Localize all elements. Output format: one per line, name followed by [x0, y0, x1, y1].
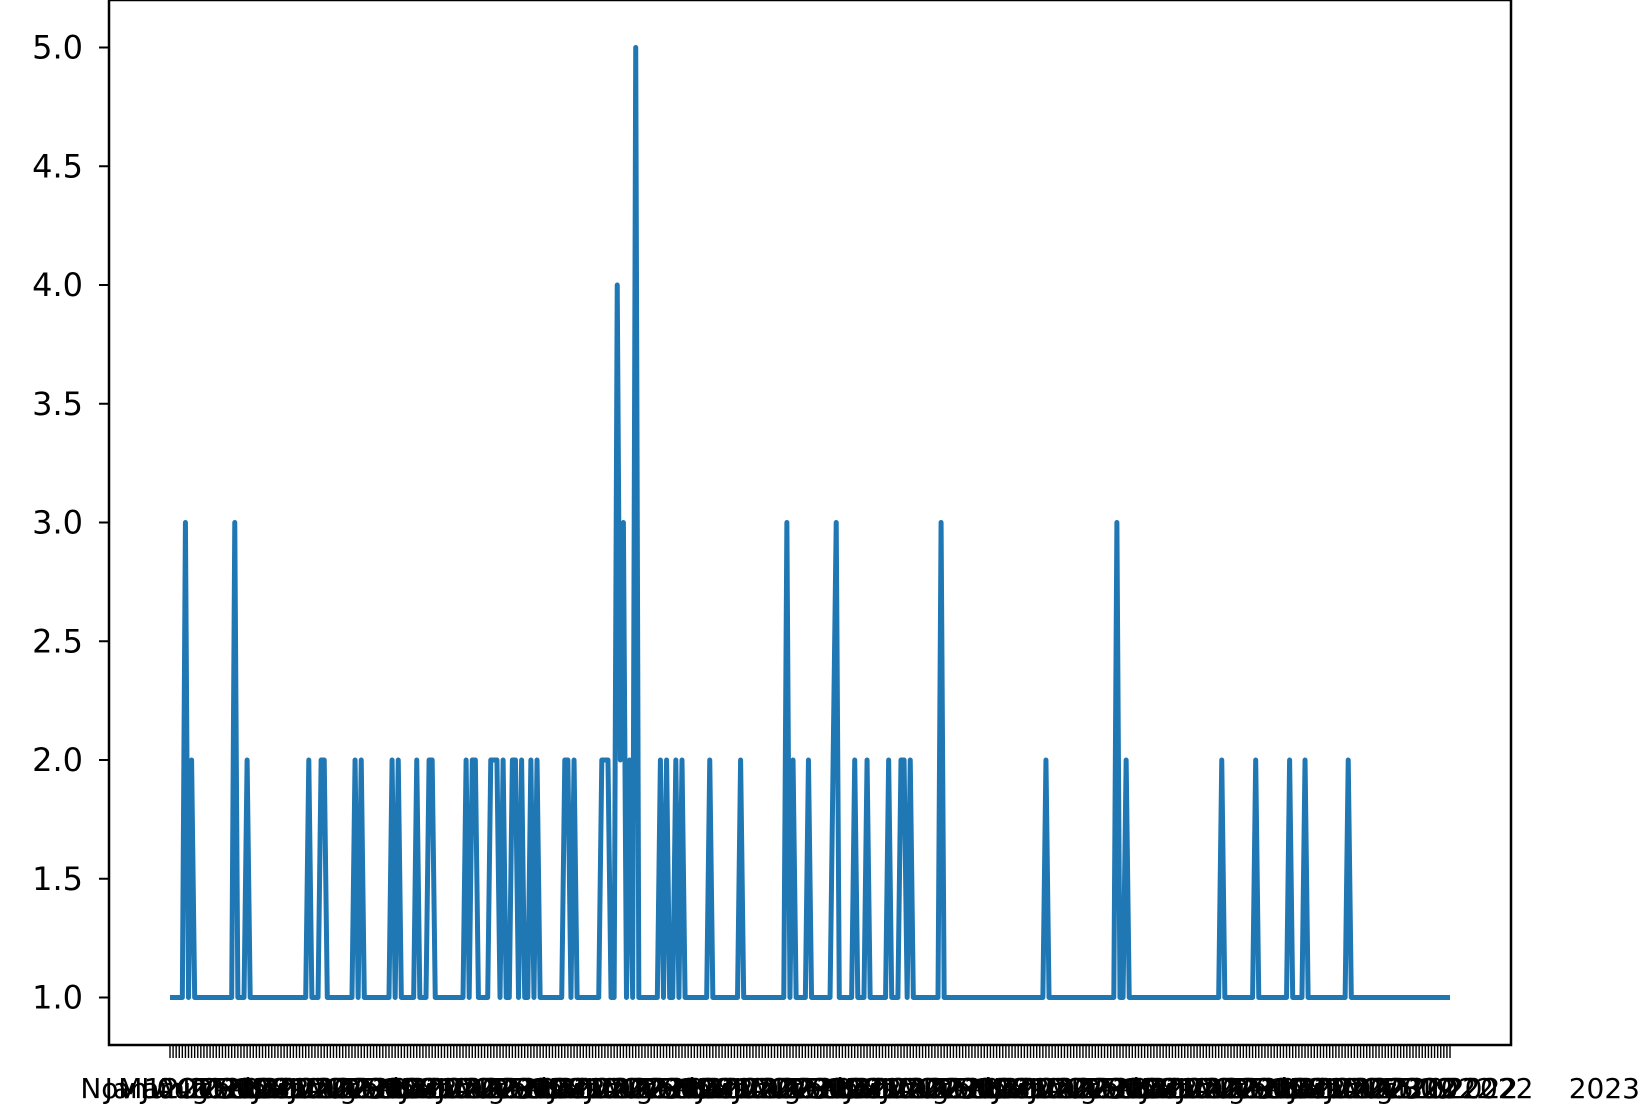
x-tick-label: Jun 15 2022: [435, 1072, 605, 1105]
x-tick-label: Mar 27 2022: [858, 1072, 1036, 1105]
x-tick-label: Feb 21 2023: [953, 1072, 1127, 1105]
x-tick-label: Dec 08 2022: [340, 1072, 519, 1105]
x-tick-label: Oct 19 2022: [916, 1072, 1089, 1105]
x-tick-label: Feb 21 2023: [657, 1072, 831, 1105]
x-tick-label: Feb 21 2023: [212, 1072, 386, 1105]
y-tick-label: 4.0: [32, 266, 83, 304]
x-tick-label: Nov 12 2021: [228, 1072, 407, 1105]
x-tick-label: Nov 12 2021: [80, 1072, 259, 1105]
x-tick-label: Oct 19 2022: [1212, 1072, 1385, 1105]
x-tick-label: Dec 08 2022: [1080, 1072, 1259, 1105]
x-tick-label: Jan 04 2022: [103, 1072, 273, 1105]
x-tick-label: Dec 08 2022: [1228, 1072, 1407, 1105]
x-tick-label: Aug 30 2022: [450, 1072, 629, 1105]
y-tick-label: 5.0: [32, 29, 83, 67]
x-tick-label: Mar 27 2022: [1007, 1072, 1185, 1105]
x-tick-label: Jan 04 2022: [1287, 1072, 1457, 1105]
x-tick-label: Nov 12 2021: [524, 1072, 703, 1105]
x-tick-label: Feb 21 2023: [805, 1072, 979, 1105]
x-tick-label: Aug 30 2022: [895, 1072, 1074, 1105]
y-tick-label: 4.5: [32, 147, 83, 185]
x-tick-label: Aug 30 2022: [154, 1072, 333, 1105]
x-tick-label: Mar 27 2022: [414, 1072, 592, 1105]
x-tick-label: Oct 19 2022: [324, 1072, 497, 1105]
x-tick-label: Oct 19 2022: [176, 1072, 349, 1105]
x-tick-label: Nov 12 2021: [1117, 1072, 1296, 1105]
x-tick-label: Jan 04 2022: [991, 1072, 1161, 1105]
x-tick-label: Aug 30 2022: [1339, 1072, 1518, 1105]
x-tick-label: Jan 04 2022: [547, 1072, 717, 1105]
x-axis-ticks: [169, 1045, 1451, 1058]
x-tick-label-fragment: 2023: [1569, 1072, 1640, 1105]
x-tick-label: Jan 04 2022: [251, 1072, 421, 1105]
x-tick-label: Jun 15 2022: [139, 1072, 309, 1105]
x-tick-label: Oct 19 2022: [620, 1072, 793, 1105]
x-tick-label: Mar 27 2022: [1155, 1072, 1333, 1105]
x-tick-label: Nov 12 2021: [821, 1072, 1000, 1105]
x-tick-label: Feb 21 2023: [1101, 1072, 1275, 1105]
y-tick-label: 1.0: [32, 979, 83, 1017]
x-tick-label: Dec 08 2022: [488, 1072, 667, 1105]
x-tick-label: Nov 12 2021: [969, 1072, 1148, 1105]
y-tick-label: 2.5: [32, 622, 83, 660]
x-tick-label: Aug 30 2022: [1191, 1072, 1370, 1105]
y-tick-label: 1.5: [32, 860, 83, 898]
x-tick-label: Feb 21 2023: [360, 1072, 534, 1105]
x-tick-label: Nov 12 2021: [673, 1072, 852, 1105]
x-tick-label: Jun 15 2022: [1176, 1072, 1346, 1105]
x-tick-label: Nov 12 2021: [1265, 1072, 1444, 1105]
y-tick-label: 2.0: [32, 741, 83, 779]
plot-area-frame: [107, 0, 1513, 1047]
x-tick-label: Dec 08 2022: [784, 1072, 963, 1105]
x-tick-label: Mar 27 2022: [710, 1072, 888, 1105]
x-tick-label: Aug 30 2022: [302, 1072, 481, 1105]
x-tick-label: Aug 30 2022: [747, 1072, 926, 1105]
x-tick-label: Oct 19 2022: [1064, 1072, 1237, 1105]
x-tick-label: Jun 15 2022: [731, 1072, 901, 1105]
x-tick-label: Feb 21 2023: [1249, 1072, 1423, 1105]
x-tick-label: Dec 08 2022: [932, 1072, 1111, 1105]
x-tick-label: Jun 15 2022: [880, 1072, 1050, 1105]
series-line: [170, 45, 1450, 1000]
x-tick-label: Jun 15 2022: [583, 1072, 753, 1105]
x-tick-label: Mar 27 2022: [266, 1072, 444, 1105]
x-tick-label: Jan 04 2022: [399, 1072, 569, 1105]
x-tick-label: Feb 21 2023: [509, 1072, 683, 1105]
y-tick-label: 3.5: [32, 385, 83, 423]
y-tick-label: 3.0: [32, 504, 83, 542]
x-tick-label: Aug 30 2022: [1043, 1072, 1222, 1105]
x-tick-label: Jun 15 2022: [1028, 1072, 1198, 1105]
x-tick-label: Mar 27 2022: [1303, 1072, 1481, 1105]
y-axis: 1.0 1.5 2.0 2.5 3.0 3.5 4.0 4.5 5.0: [32, 29, 109, 1017]
x-tick-label: Mar 27 2022: [562, 1072, 740, 1105]
x-tick-label: Aug 30 2022: [598, 1072, 777, 1105]
x-tick-label: Dec 08 2022: [636, 1072, 815, 1105]
x-tick-label: Jun 15 2022: [1324, 1072, 1494, 1105]
x-tick-label: Oct 19 2022: [1360, 1072, 1533, 1105]
x-tick-label: Oct 19 2022: [472, 1072, 645, 1105]
x-tick-label: Jan 04 2022: [843, 1072, 1013, 1105]
x-tick-label: Oct 19 2022: [768, 1072, 941, 1105]
x-tick-label: Mar 27 2022: [118, 1072, 296, 1105]
x-tick-label: Jun 15 2022: [287, 1072, 457, 1105]
x-tick-label: Jan 04 2022: [1139, 1072, 1309, 1105]
x-tick-label: Jan 04 2022: [695, 1072, 865, 1105]
x-tick-label: Nov 12 2021: [376, 1072, 555, 1105]
x-tick-label: Dec 08 2022: [192, 1072, 371, 1105]
